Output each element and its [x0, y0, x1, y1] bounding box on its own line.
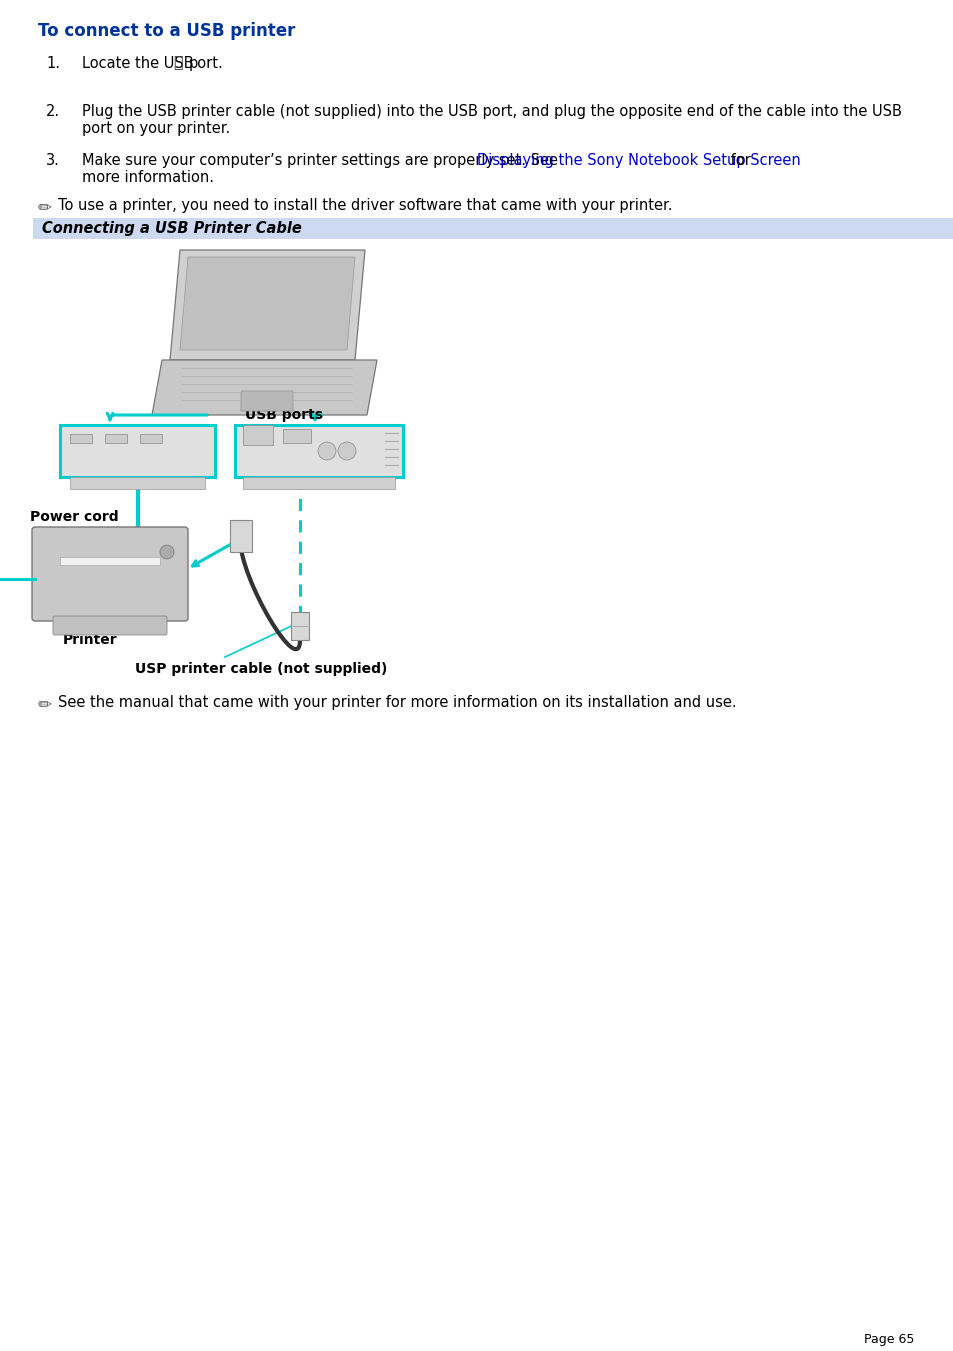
FancyBboxPatch shape: [291, 612, 309, 640]
Text: ✏: ✏: [38, 199, 51, 216]
Text: port on your printer.: port on your printer.: [82, 122, 230, 136]
Text: ✏: ✏: [38, 694, 51, 713]
FancyBboxPatch shape: [53, 616, 167, 635]
Text: Displaying the Sony Notebook Setup Screen: Displaying the Sony Notebook Setup Scree…: [476, 153, 801, 168]
Text: Plug the USB printer cable (not supplied) into the USB port, and plug the opposi: Plug the USB printer cable (not supplied…: [82, 104, 901, 119]
Text: Make sure your computer’s printer settings are properly set. See: Make sure your computer’s printer settin…: [82, 153, 562, 168]
Text: Printer: Printer: [63, 634, 117, 647]
FancyBboxPatch shape: [32, 527, 188, 621]
Polygon shape: [170, 250, 365, 359]
Text: 1.: 1.: [46, 55, 60, 72]
Polygon shape: [152, 359, 376, 415]
Text: port.: port.: [189, 55, 224, 72]
Text: Connecting a USB Printer Cable: Connecting a USB Printer Cable: [42, 222, 301, 236]
Circle shape: [337, 442, 355, 459]
FancyBboxPatch shape: [70, 477, 205, 489]
Text: See the manual that came with your printer for more information on its installat: See the manual that came with your print…: [58, 694, 736, 711]
FancyBboxPatch shape: [70, 434, 91, 443]
Text: more information.: more information.: [82, 170, 213, 185]
Text: Power cord: Power cord: [30, 509, 118, 524]
FancyBboxPatch shape: [241, 390, 293, 411]
Text: Page 65: Page 65: [862, 1333, 913, 1346]
Text: for: for: [726, 153, 750, 168]
FancyBboxPatch shape: [105, 434, 127, 443]
FancyBboxPatch shape: [243, 477, 395, 489]
Text: Locate the USB: Locate the USB: [82, 55, 198, 72]
FancyBboxPatch shape: [60, 557, 160, 565]
FancyBboxPatch shape: [243, 426, 273, 444]
FancyBboxPatch shape: [283, 430, 311, 443]
FancyBboxPatch shape: [140, 434, 162, 443]
Text: USB ports: USB ports: [245, 408, 323, 422]
FancyBboxPatch shape: [33, 218, 953, 239]
Text: 3.: 3.: [46, 153, 60, 168]
FancyBboxPatch shape: [234, 426, 402, 477]
Text: To connect to a USB printer: To connect to a USB printer: [38, 22, 295, 41]
Text: USP printer cable (not supplied): USP printer cable (not supplied): [135, 662, 387, 676]
FancyBboxPatch shape: [60, 426, 214, 477]
Text: To use a printer, you need to install the driver software that came with your pr: To use a printer, you need to install th…: [58, 199, 672, 213]
Polygon shape: [180, 257, 355, 350]
Text: 2.: 2.: [46, 104, 60, 119]
Circle shape: [160, 544, 173, 559]
Circle shape: [317, 442, 335, 459]
FancyBboxPatch shape: [230, 520, 252, 553]
Text: ⑇: ⑇: [172, 54, 182, 69]
